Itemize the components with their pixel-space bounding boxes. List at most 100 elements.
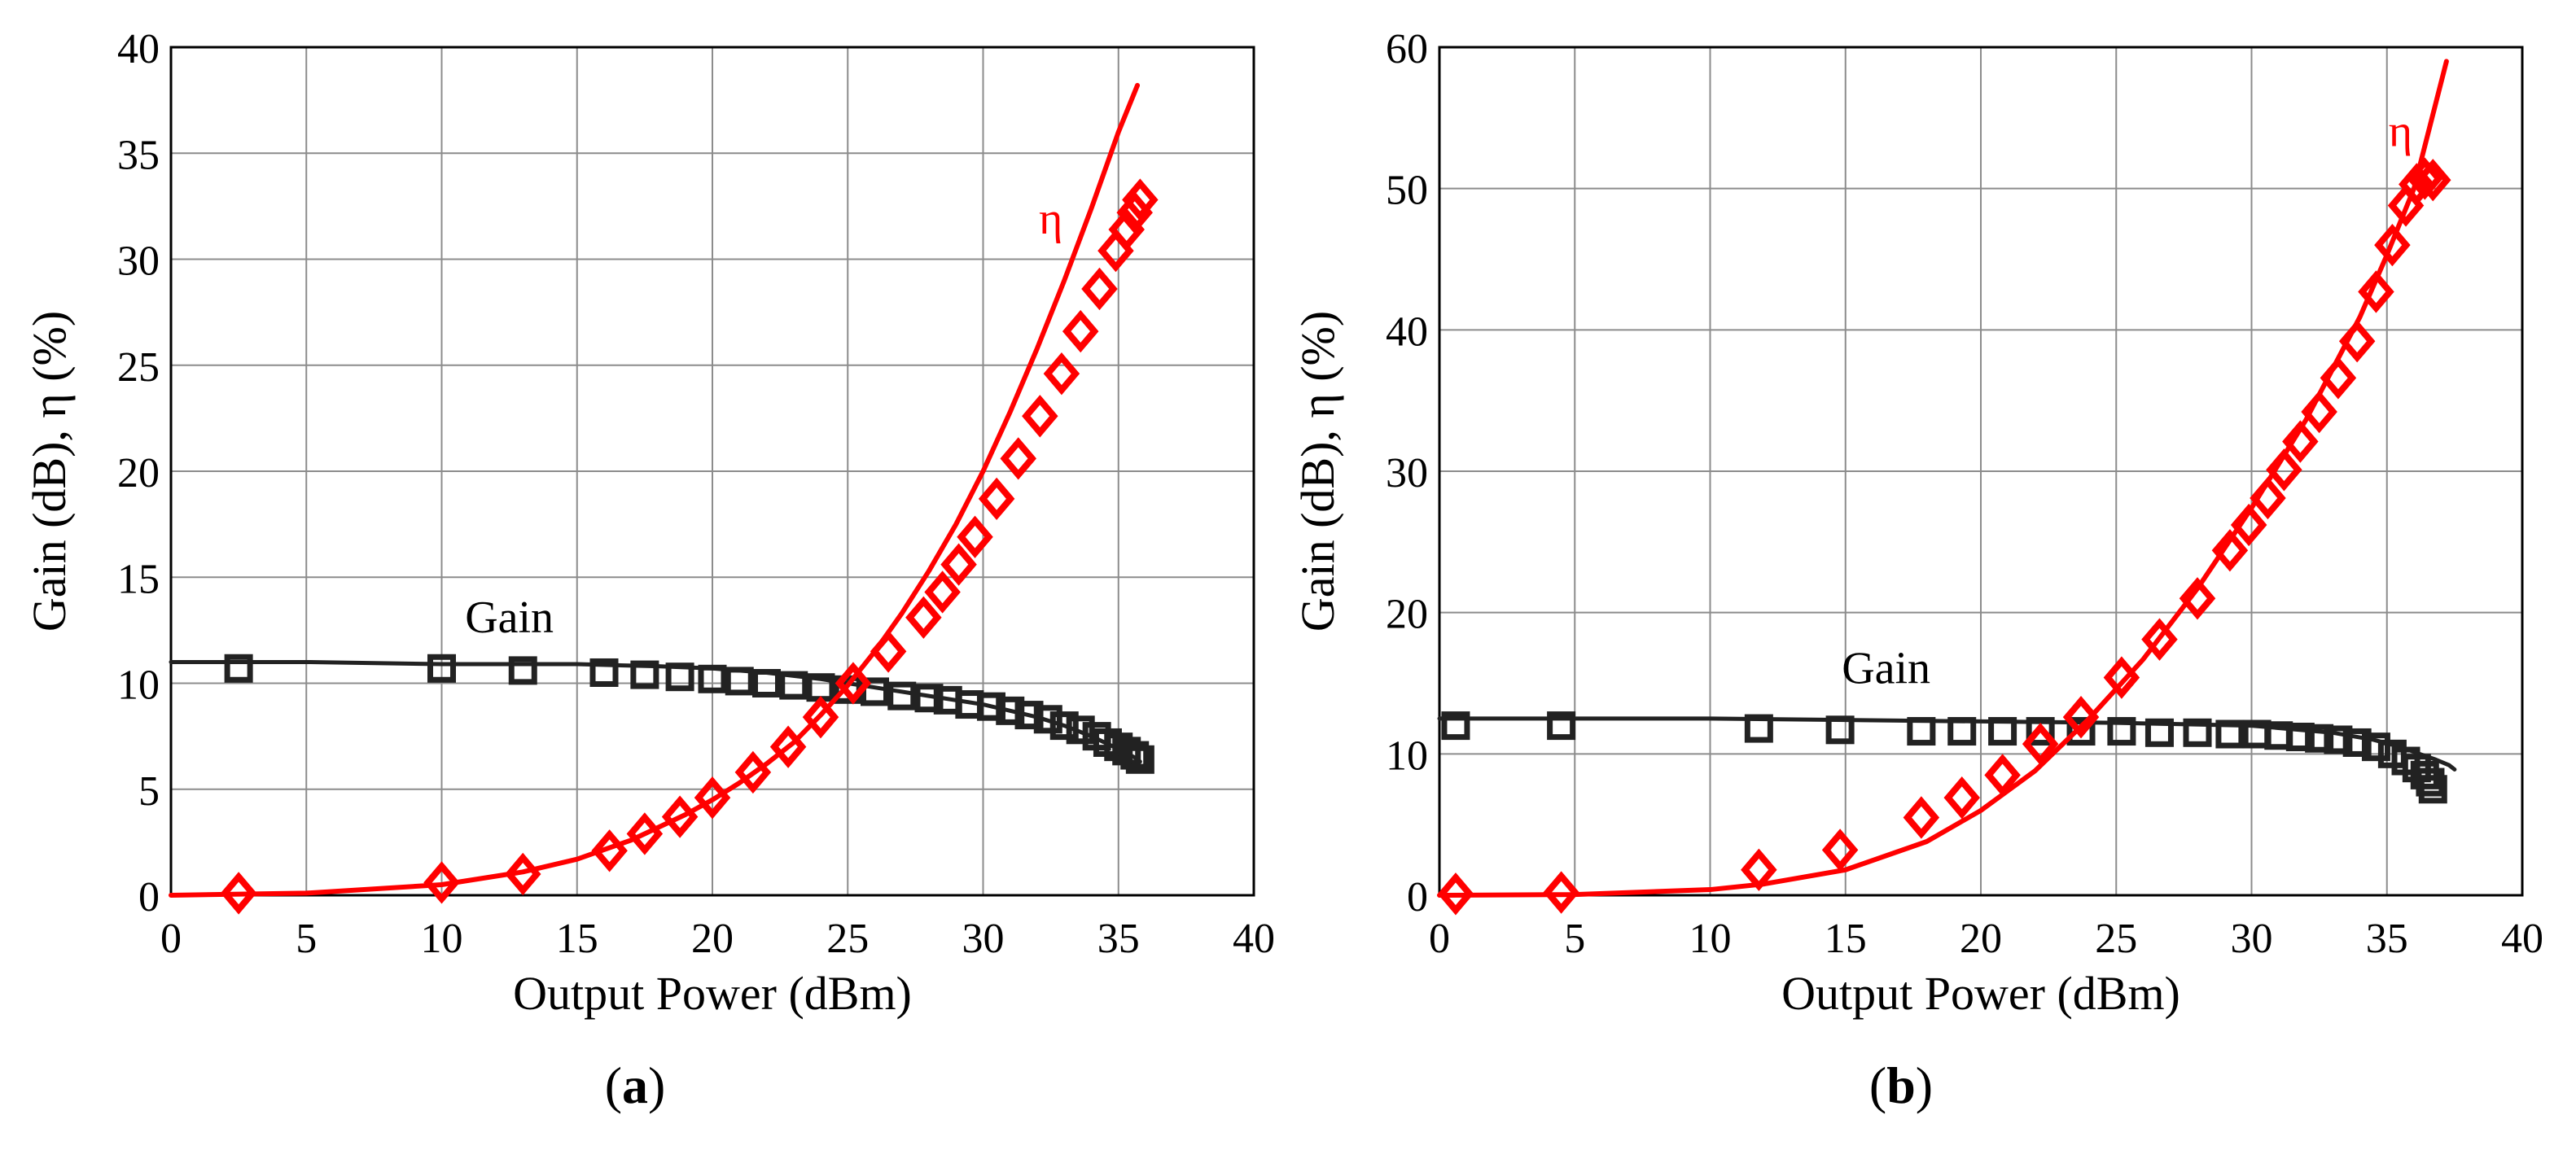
x-tick-label: 15 [1825, 916, 1867, 962]
x-axis-label: Output Power (dBm) [513, 967, 912, 1020]
x-tick-label: 5 [296, 916, 317, 962]
y-tick-label: 0 [1407, 874, 1428, 920]
efficiency-marker [1043, 352, 1080, 396]
gain-marker [914, 684, 944, 713]
gain-marker [1441, 711, 1470, 741]
y-axis-label: Gain (dB), η (%) [1291, 311, 1344, 632]
gain-marker [2215, 719, 2245, 749]
efficiency-marker [2250, 476, 2286, 520]
y-tick-label: 20 [1386, 592, 1428, 638]
gain-annotation: Gain [1842, 644, 1930, 694]
y-tick-label: 30 [117, 238, 160, 285]
efficiency-marker [2022, 723, 2059, 766]
efficiency-marker [1122, 178, 1159, 221]
efficiency-marker [626, 812, 664, 855]
x-tick-label: 5 [1564, 916, 1585, 962]
efficiency-marker [802, 696, 839, 739]
efficiency-marker [734, 750, 772, 794]
efficiency-marker [1022, 395, 1058, 438]
efficiency-marker [2415, 159, 2451, 202]
gain-marker [1947, 717, 1977, 746]
gain-marker [2183, 718, 2212, 747]
y-tick-label: 10 [1386, 732, 1428, 779]
efficiency-marker [2282, 420, 2319, 463]
panel-b: 0 5 10 15 20 25 30 35 40 0 10 20 30 40 50 60 Output Powe… [1291, 26, 2543, 1114]
gain-marker [1547, 711, 1576, 741]
y-tick-label: 60 [1386, 26, 1428, 72]
x-tick-label: 35 [2366, 916, 2408, 962]
y-tick-label: 0 [138, 874, 160, 920]
x-tick-label: 10 [421, 916, 463, 962]
eta-annotation: η [1039, 194, 1062, 244]
panel-label: (a) [605, 1056, 666, 1114]
x-tick-label: 35 [1097, 916, 1140, 962]
gain-marker [1066, 715, 1095, 745]
gain-marker [224, 654, 253, 683]
efficiency-marker [591, 829, 628, 872]
y-tick-label: 30 [1386, 450, 1428, 496]
gain-marker [2342, 728, 2372, 757]
gain-marker [1014, 701, 1044, 730]
x-tick-label: 10 [1689, 916, 1732, 962]
efficiency-marker [1821, 829, 1859, 872]
efficiency-marker [1984, 754, 2021, 797]
y-tick-label: 20 [117, 450, 160, 496]
gain-marker [976, 692, 1005, 721]
efficiency-marker [1097, 229, 1134, 273]
gain-marker [2107, 717, 2136, 746]
x-tick-label: 30 [2231, 916, 2273, 962]
efficiency-marker [1000, 437, 1036, 480]
efficiency-sim-line [169, 82, 1141, 898]
series-group [1437, 59, 2457, 916]
plot-frame [169, 46, 1255, 897]
panel-label: (b) [1869, 1056, 1933, 1114]
gain-marker [2305, 724, 2334, 753]
y-tick-label: 25 [117, 344, 160, 391]
panel-a: 0 5 10 15 20 25 30 35 40 0 5 10 15 20 25 30 35 40 Output P… [23, 26, 1275, 1114]
x-tick-label: 0 [160, 916, 182, 962]
efficiency-marker [769, 725, 807, 768]
y-tick-label: 15 [117, 556, 160, 602]
efficiency-marker [957, 515, 993, 558]
efficiency-marker [2338, 320, 2376, 363]
gain-marker [2066, 717, 2096, 746]
gain-marker [1120, 741, 1150, 770]
efficiency-marker [978, 477, 1015, 521]
x-tick-label: 40 [1233, 916, 1275, 962]
efficiency-marker [1062, 309, 1099, 353]
efficiency-marker [2320, 356, 2357, 400]
efficiency-marker [905, 596, 942, 639]
gain-marker [2144, 718, 2174, 747]
gain-marker [2418, 775, 2447, 804]
efficiency-marker [2266, 448, 2302, 492]
efficiency-marker [220, 872, 257, 915]
x-tick-label: 20 [691, 916, 734, 962]
efficiency-marker [2103, 656, 2140, 699]
gain-marker [1033, 705, 1062, 734]
efficiency-marker [1903, 796, 1940, 839]
efficiency-marker [1437, 872, 1474, 916]
efficiency-marker [924, 571, 961, 614]
x-tick-label: 0 [1429, 916, 1450, 962]
gain-marker [2324, 725, 2353, 754]
y-tick-label: 40 [1386, 308, 1428, 355]
y-tick-label: 10 [117, 662, 160, 709]
gain-marker [996, 696, 1025, 725]
efficiency-marker [1943, 776, 1980, 820]
plot-frame [1438, 46, 2524, 897]
efficiency-marker [2062, 696, 2100, 739]
y-tick-label: 50 [1386, 168, 1428, 214]
efficiency-marker [940, 543, 977, 586]
gain-marker [1744, 714, 1773, 743]
gain-marker [2361, 732, 2390, 762]
gain-marker [2026, 717, 2055, 746]
gain-marker [665, 662, 694, 692]
y-tick-label: 40 [117, 26, 160, 72]
gain-marker [752, 669, 781, 697]
y-tick-label: 5 [138, 768, 160, 815]
efficiency-marker [1741, 848, 1777, 891]
efficiency-marker [835, 662, 872, 705]
efficiency-marker [2211, 529, 2249, 572]
efficiency-marker [2374, 223, 2411, 267]
